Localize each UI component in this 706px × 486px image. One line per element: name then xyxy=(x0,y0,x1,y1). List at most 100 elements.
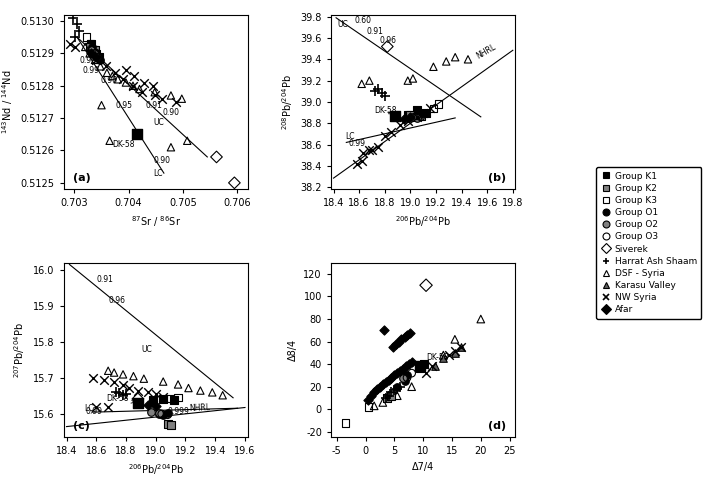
Point xyxy=(340,419,351,427)
Point xyxy=(402,371,413,379)
Point xyxy=(183,384,194,392)
Point xyxy=(411,114,422,122)
Point xyxy=(356,156,367,164)
Y-axis label: $^{207}$Pb/$^{204}$Pb: $^{207}$Pb/$^{204}$Pb xyxy=(13,322,28,378)
Text: 0.999: 0.999 xyxy=(167,407,189,416)
Point xyxy=(85,46,96,54)
Text: 0.99: 0.99 xyxy=(86,407,103,416)
Point xyxy=(85,50,96,57)
Point xyxy=(124,384,135,392)
Point xyxy=(433,100,444,108)
Text: 0.96: 0.96 xyxy=(100,75,117,85)
Point xyxy=(428,63,439,70)
Point xyxy=(156,410,167,418)
Point xyxy=(369,87,380,95)
Point xyxy=(95,63,106,70)
Point xyxy=(380,394,391,402)
Point xyxy=(443,351,455,359)
Point xyxy=(392,383,403,391)
Point xyxy=(402,117,414,125)
Text: UC: UC xyxy=(337,20,348,29)
Point xyxy=(420,369,431,377)
Point xyxy=(419,360,430,368)
Point xyxy=(90,403,102,411)
Text: DK-58: DK-58 xyxy=(107,394,135,403)
Point xyxy=(131,130,143,138)
Point xyxy=(411,113,422,121)
Point xyxy=(380,378,391,386)
Point xyxy=(364,77,375,85)
Point xyxy=(395,122,406,129)
Point xyxy=(88,50,100,57)
Text: 0.60: 0.60 xyxy=(354,16,371,25)
Point xyxy=(128,72,140,80)
Point xyxy=(420,281,431,289)
Point xyxy=(417,109,429,117)
Text: UC: UC xyxy=(153,118,164,126)
Point xyxy=(426,363,438,370)
Point xyxy=(112,75,124,83)
Point xyxy=(415,112,426,120)
Point xyxy=(406,383,417,391)
Point xyxy=(162,411,173,418)
Point xyxy=(107,72,118,80)
Point xyxy=(392,385,403,393)
Point xyxy=(132,395,143,403)
Text: DK-58: DK-58 xyxy=(374,106,397,115)
Point xyxy=(113,389,124,397)
Point xyxy=(148,82,159,89)
Point xyxy=(366,146,378,154)
Point xyxy=(409,113,420,121)
Point xyxy=(388,343,399,351)
Point xyxy=(351,160,362,168)
Point xyxy=(398,115,409,123)
Point xyxy=(449,349,460,357)
Text: NHRL: NHRL xyxy=(474,42,497,60)
Point xyxy=(165,421,176,429)
X-axis label: Δ7/4: Δ7/4 xyxy=(412,462,434,472)
Point xyxy=(149,88,160,96)
Point xyxy=(143,388,154,396)
X-axis label: $^{87}$Sr / $^{86}$Sr: $^{87}$Sr / $^{86}$Sr xyxy=(131,214,181,229)
Point xyxy=(104,137,115,145)
Point xyxy=(424,104,435,112)
Point xyxy=(165,395,176,402)
Point xyxy=(407,75,419,83)
Point xyxy=(207,388,218,396)
Point xyxy=(134,85,145,93)
Point xyxy=(379,132,390,140)
Point xyxy=(389,112,400,120)
Point xyxy=(90,56,102,64)
Point xyxy=(70,34,81,41)
Y-axis label: $^{208}$Pb/$^{204}$Pb: $^{208}$Pb/$^{204}$Pb xyxy=(280,74,295,130)
Point xyxy=(415,113,426,121)
Text: 0.99: 0.99 xyxy=(349,139,366,148)
Point xyxy=(88,46,99,54)
Point xyxy=(369,402,380,410)
Point xyxy=(145,408,157,416)
Point xyxy=(402,331,413,339)
Point xyxy=(366,392,377,399)
Point xyxy=(475,315,486,323)
Point xyxy=(85,40,96,48)
Point xyxy=(93,53,104,61)
Point xyxy=(64,40,76,48)
Point xyxy=(363,403,374,411)
Point xyxy=(143,401,154,409)
Point xyxy=(90,53,102,61)
Point xyxy=(462,55,474,63)
Point xyxy=(390,340,401,347)
Point xyxy=(162,409,173,417)
Point xyxy=(455,343,466,351)
Point xyxy=(411,106,422,114)
Point xyxy=(102,403,114,411)
Point xyxy=(383,376,394,384)
Point xyxy=(127,82,138,89)
Point xyxy=(377,399,388,406)
Point xyxy=(132,387,143,395)
Text: 0.90: 0.90 xyxy=(153,156,170,165)
Text: (a): (a) xyxy=(73,173,90,183)
Point xyxy=(371,385,383,393)
Point xyxy=(109,69,121,77)
Point xyxy=(217,391,228,399)
